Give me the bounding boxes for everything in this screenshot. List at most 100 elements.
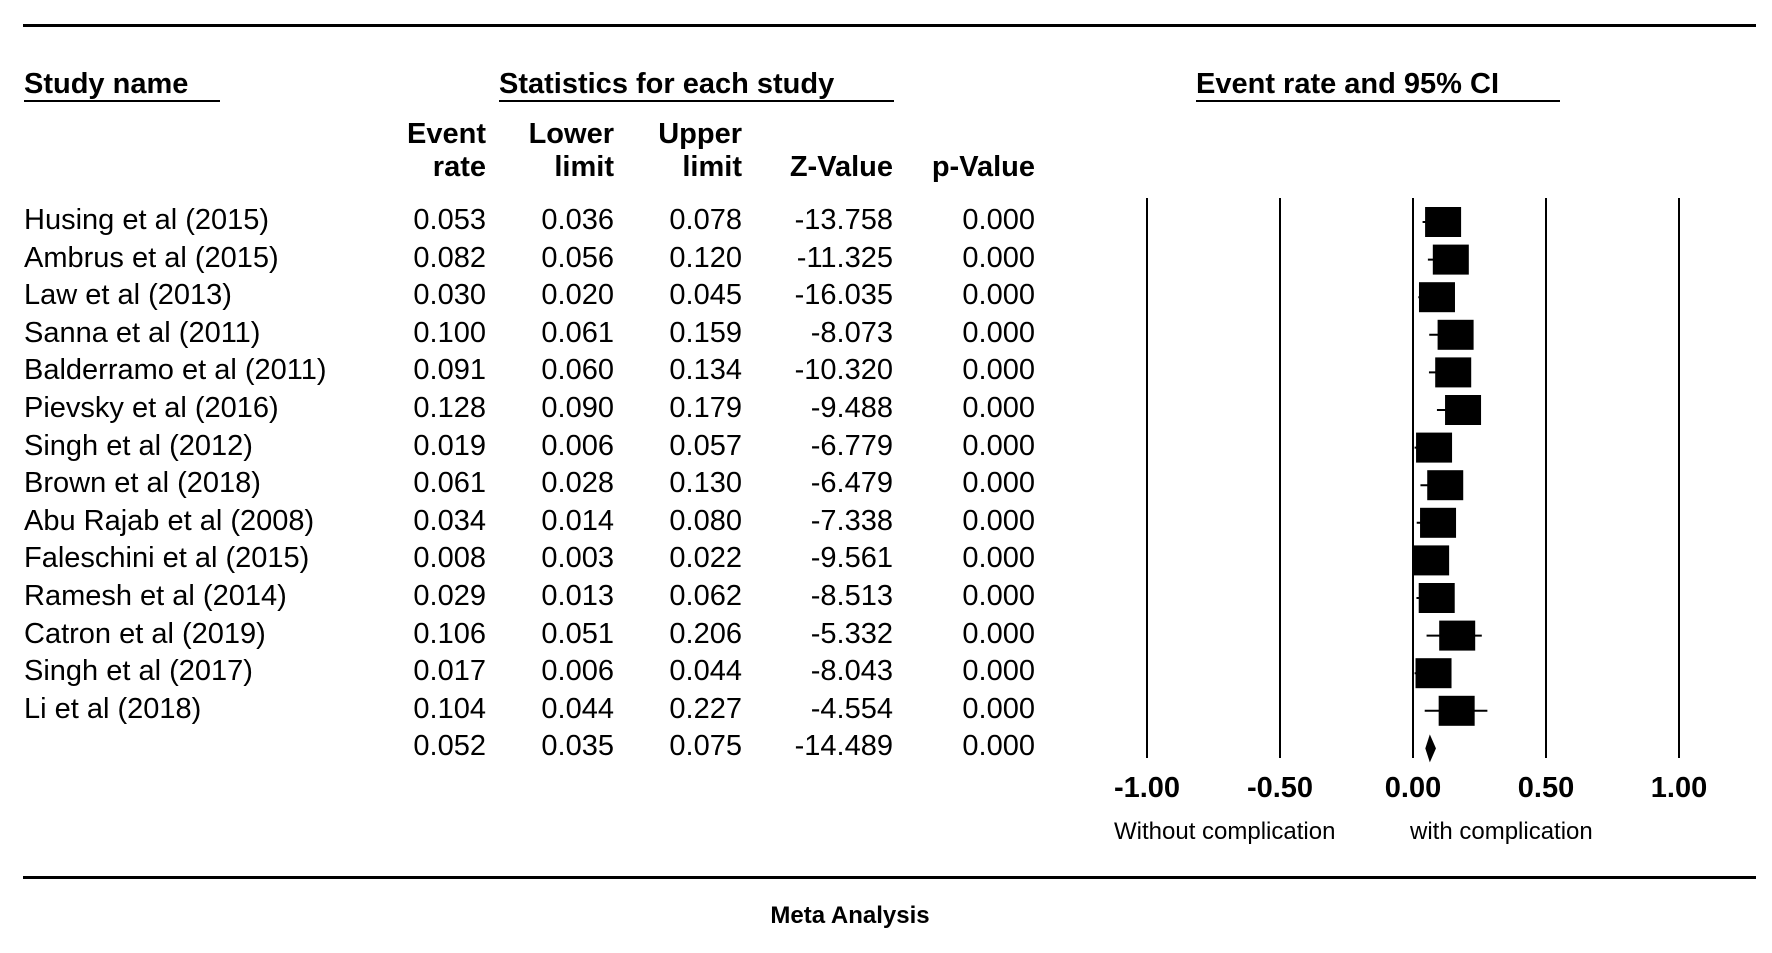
study-marker: [1435, 357, 1472, 388]
cell-z: -6.479: [810, 467, 893, 499]
summary-cell-lower: 0.035: [541, 730, 614, 762]
study-name: Singh et al (2012): [24, 430, 253, 462]
cell-lower: 0.036: [541, 204, 614, 236]
cell-upper: 0.120: [669, 242, 742, 274]
cell-z: -9.488: [810, 392, 893, 424]
cell-upper: 0.227: [669, 693, 742, 725]
study-name: Balderramo et al (2011): [24, 354, 327, 386]
cell-event_rate: 0.008: [413, 542, 486, 574]
cell-z: -6.779: [810, 430, 893, 462]
cell-z: -9.561: [810, 542, 893, 574]
study-marker: [1416, 432, 1453, 463]
cell-event_rate: 0.053: [413, 204, 486, 236]
study-name: Ramesh et al (2014): [24, 580, 287, 612]
cell-p: 0.000: [962, 430, 1035, 462]
header-study-name: Study name: [24, 68, 189, 100]
x-tick-label: -1.00: [1113, 772, 1181, 804]
cell-event_rate: 0.128: [413, 392, 486, 424]
study-name: Catron et al (2019): [24, 618, 266, 650]
cell-lower: 0.020: [541, 279, 614, 311]
summary-cell-event_rate: 0.052: [413, 730, 486, 762]
study-marker: [1427, 470, 1464, 501]
column-header-line2: rate: [432, 151, 486, 183]
study-marker: [1418, 282, 1455, 313]
cell-event_rate: 0.029: [413, 580, 486, 612]
cell-event_rate: 0.061: [413, 467, 486, 499]
cell-z: -16.035: [794, 279, 893, 311]
cell-lower: 0.051: [541, 618, 614, 650]
cell-upper: 0.045: [669, 279, 742, 311]
cell-event_rate: 0.106: [413, 618, 486, 650]
summary-cell-p: 0.000: [962, 730, 1035, 762]
column-header-line1: Event: [407, 118, 486, 150]
cell-p: 0.000: [962, 354, 1035, 386]
summary-diamond: [1425, 734, 1436, 763]
cell-lower: 0.056: [541, 242, 614, 274]
study-name: Ambrus et al (2015): [24, 242, 279, 274]
side-label-right: with complication: [1410, 818, 1593, 845]
cell-upper: 0.022: [669, 542, 742, 574]
header-forest: Event rate and 95% CI: [1196, 68, 1499, 100]
cell-event_rate: 0.091: [413, 354, 486, 386]
cell-z: -8.073: [810, 317, 893, 349]
cell-upper: 0.080: [669, 505, 742, 537]
cell-event_rate: 0.019: [413, 430, 486, 462]
cell-p: 0.000: [962, 618, 1035, 650]
cell-event_rate: 0.030: [413, 279, 486, 311]
study-name: Law et al (2013): [24, 279, 232, 311]
cell-event_rate: 0.034: [413, 505, 486, 537]
cell-lower: 0.061: [541, 317, 614, 349]
cell-lower: 0.014: [541, 505, 614, 537]
study-marker: [1425, 207, 1462, 237]
cell-lower: 0.060: [541, 354, 614, 386]
cell-p: 0.000: [962, 580, 1035, 612]
study-name: Singh et al (2017): [24, 655, 253, 687]
cell-p: 0.000: [962, 542, 1035, 574]
study-marker: [1439, 620, 1476, 651]
study-marker: [1445, 395, 1482, 425]
cell-upper: 0.062: [669, 580, 742, 612]
summary-cell-upper: 0.075: [669, 730, 742, 762]
study-marker: [1437, 319, 1474, 350]
cell-p: 0.000: [962, 392, 1035, 424]
cell-event_rate: 0.082: [413, 242, 486, 274]
study-name: Brown et al (2018): [24, 467, 261, 499]
cell-z: -8.513: [810, 580, 893, 612]
x-tick-label: -0.50: [1246, 772, 1314, 804]
cell-upper: 0.057: [669, 430, 742, 462]
cell-lower: 0.013: [541, 580, 614, 612]
cell-p: 0.000: [962, 204, 1035, 236]
study-name: Faleschini et al (2015): [24, 542, 310, 574]
cell-lower: 0.044: [541, 693, 614, 725]
column-header-line2: limit: [554, 151, 614, 183]
cell-upper: 0.044: [669, 655, 742, 687]
cell-lower: 0.090: [541, 392, 614, 424]
cell-event_rate: 0.100: [413, 317, 486, 349]
summary-cell-z: -14.489: [794, 730, 893, 762]
bottom-rule: [23, 876, 1756, 879]
study-name: Abu Rajab et al (2008): [24, 505, 315, 537]
cell-z: -7.338: [810, 505, 893, 537]
study-name: Sanna et al (2011): [24, 317, 261, 349]
cell-z: -11.325: [796, 242, 893, 274]
cell-p: 0.000: [962, 279, 1035, 311]
cell-upper: 0.159: [669, 317, 742, 349]
cell-upper: 0.179: [669, 392, 742, 424]
header-statistics-underline: [499, 100, 894, 102]
footer-title: Meta Analysis: [770, 902, 930, 929]
column-header-line2: limit: [682, 151, 742, 183]
cell-lower: 0.003: [541, 542, 614, 574]
cell-event_rate: 0.104: [413, 693, 486, 725]
cell-event_rate: 0.017: [413, 655, 486, 687]
cell-p: 0.000: [962, 505, 1035, 537]
cell-p: 0.000: [962, 655, 1035, 687]
cell-z: -13.758: [794, 204, 893, 236]
cell-p: 0.000: [962, 693, 1035, 725]
study-name: Husing et al (2015): [24, 204, 270, 236]
column-header-line2: p-Value: [931, 151, 1035, 183]
cell-z: -10.320: [794, 354, 893, 386]
column-header-line1: Lower: [528, 118, 614, 150]
study-marker: [1420, 507, 1457, 538]
x-tick-label: 0.00: [1384, 772, 1442, 804]
study-marker: [1438, 695, 1475, 726]
